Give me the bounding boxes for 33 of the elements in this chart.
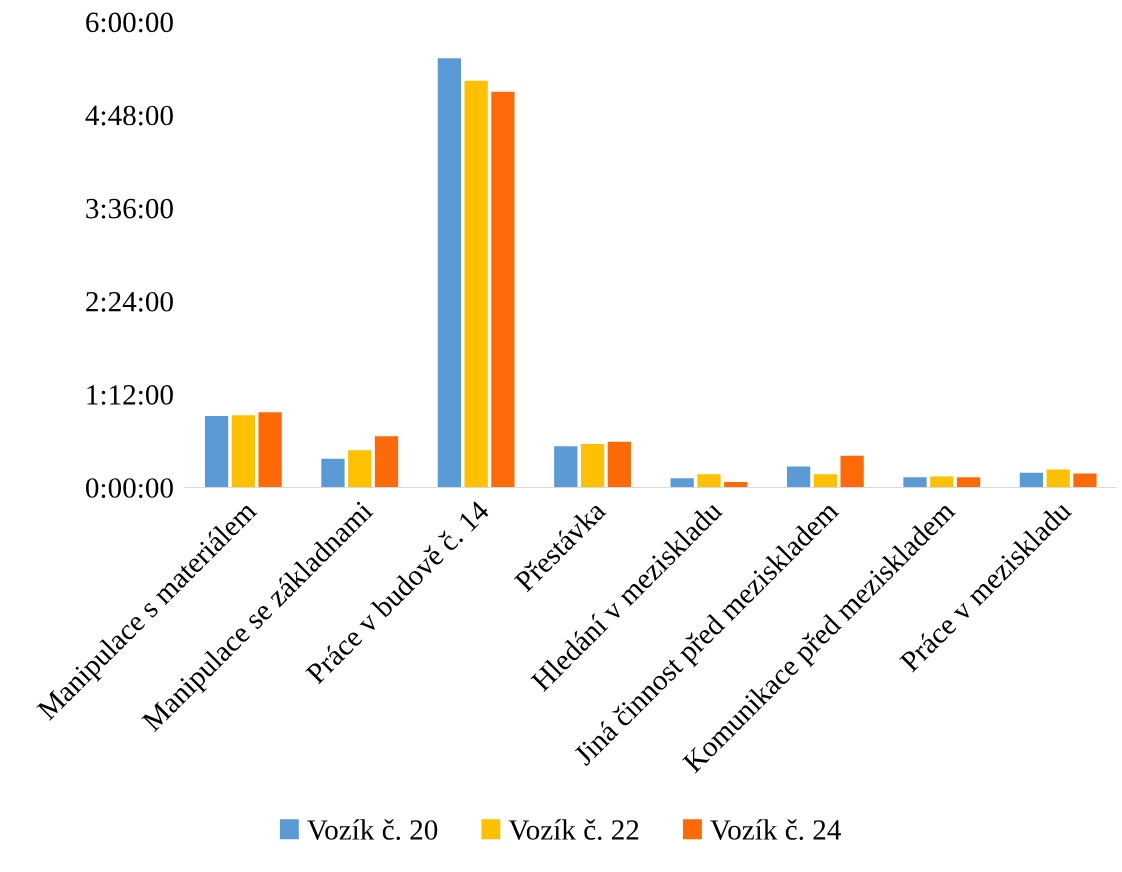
y-tick-label: 1:12:00 — [87, 385, 173, 405]
bar — [724, 482, 748, 488]
bar — [930, 476, 954, 488]
bar — [607, 441, 631, 488]
bar — [554, 446, 578, 488]
y-tick-label: 4:48:00 — [85, 105, 173, 126]
bar — [1073, 473, 1097, 488]
y-tick-label: 0:00:00 — [86, 478, 173, 498]
bar — [231, 415, 255, 488]
bar — [258, 412, 282, 488]
bar — [580, 443, 605, 488]
bar — [204, 416, 229, 488]
legend-label: Vozík č. 20 — [307, 819, 438, 840]
bar — [348, 450, 372, 488]
bar — [956, 477, 981, 488]
bar — [813, 474, 838, 488]
bar — [464, 80, 488, 488]
bar — [840, 455, 864, 488]
legend-label: Vozík č. 24 — [710, 819, 841, 840]
bar — [697, 474, 721, 488]
bar — [374, 436, 399, 488]
y-tick-label: 2:24:00 — [86, 291, 173, 312]
bar — [1019, 472, 1044, 488]
bar — [437, 58, 462, 488]
bar — [1046, 469, 1070, 488]
bar — [321, 458, 345, 488]
y-tick-label: 6:00:00 — [86, 12, 173, 33]
y-tick-label: 3:36:00 — [86, 198, 173, 219]
bar — [670, 478, 694, 488]
bar — [903, 477, 927, 488]
bar — [786, 466, 811, 488]
bar — [491, 91, 515, 488]
legend-label: Vozík č. 22 — [508, 819, 639, 840]
